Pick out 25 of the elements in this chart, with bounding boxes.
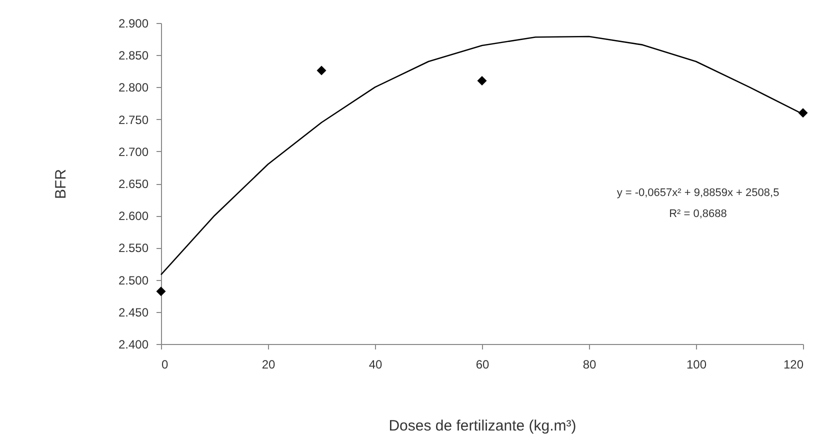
y-axis-title: BFR (52, 168, 70, 199)
point (477, 76, 487, 86)
y-tick-label: 2.400 (118, 338, 149, 352)
x-tick-label: 80 (582, 358, 596, 372)
annotation: R² = 0,8688 (669, 208, 727, 220)
annotation: y = -0,0657x² + 9,8859x + 2508,5 (616, 187, 780, 199)
x-tick-label: 0 (162, 358, 168, 372)
x-axis-title: Doses de fertilizante (kg.m³) (388, 418, 576, 434)
x-tick-label: 60 (476, 358, 490, 372)
point (156, 286, 166, 296)
y-tick-label: 2.900 (118, 16, 149, 30)
y-tick-label: 2.800 (118, 80, 149, 95)
y-tick-label: 2.450 (118, 305, 149, 320)
y-tick-label: 2.700 (118, 144, 149, 159)
y-tick-label: 2.650 (118, 177, 149, 191)
y-tick-label: 2.850 (118, 48, 149, 63)
y-tick-label: 2.500 (118, 273, 149, 288)
x-tick-label: 120 (783, 358, 804, 372)
y-tick-label: 2.750 (118, 112, 149, 127)
y-tick-label: 2.550 (118, 241, 149, 256)
x-tick-label: 100 (686, 358, 707, 372)
y-tick-label: 2.600 (118, 209, 149, 224)
x-tick-label: 40 (368, 358, 382, 372)
x-tick-label: 20 (262, 358, 276, 372)
point (316, 66, 326, 76)
